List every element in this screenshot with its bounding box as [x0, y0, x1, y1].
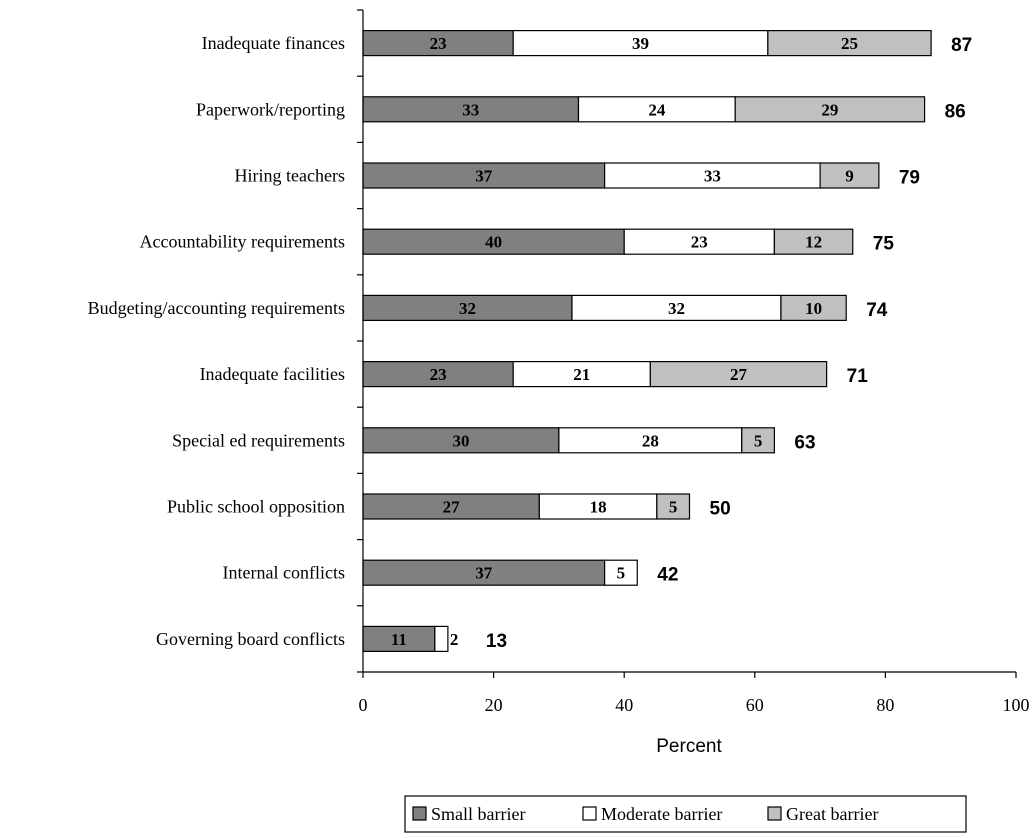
segment-value-label: 25: [841, 34, 858, 53]
bar-segment: [604, 162, 821, 189]
bar-segment: [538, 493, 658, 520]
total-value-label: 86: [945, 101, 966, 122]
bar-segment: [362, 294, 573, 321]
segment-value-label: 24: [648, 100, 666, 119]
segment-value-label: 9: [845, 167, 854, 186]
bar-segment: [767, 30, 932, 57]
total-value-label: 63: [794, 432, 815, 453]
bar-segment: [734, 96, 926, 123]
total-value-label: 87: [951, 35, 972, 56]
bar-segment: [434, 625, 449, 653]
total-value-label: 75: [873, 234, 895, 255]
segment-value-label: 21: [573, 365, 590, 384]
x-tick-label: 0: [359, 695, 368, 715]
legend-swatch: [412, 806, 427, 821]
segment-value-label: 5: [617, 564, 626, 583]
x-tick-label: 60: [746, 695, 764, 715]
total-value-label: 50: [710, 499, 731, 520]
legend-label: Moderate barrier: [601, 804, 722, 824]
bar-segment: [362, 559, 606, 586]
segment-value-label: 27: [443, 498, 461, 517]
total-value-label: 79: [899, 168, 920, 189]
bar-segment: [362, 162, 606, 189]
bar-segment: [362, 493, 540, 520]
category-label: Governing board conflicts: [156, 629, 345, 649]
legend-label: Great barrier: [786, 804, 878, 824]
x-tick-label: 80: [876, 695, 894, 715]
total-value-label: 13: [486, 631, 507, 652]
total-value-label: 71: [847, 366, 869, 387]
category-label: Hiring teachers: [235, 166, 345, 186]
x-axis-title: Percent: [656, 736, 722, 757]
segment-value-label: 32: [668, 299, 685, 318]
bar-segment: [656, 493, 691, 520]
bar-segment: [604, 559, 638, 586]
bar-segment: [577, 96, 736, 123]
bar-segment: [558, 427, 743, 454]
bar-segment: [362, 427, 560, 454]
bar-segment: [780, 294, 847, 321]
category-label: Paperwork/reporting: [196, 99, 345, 119]
category-label: Accountability requirements: [140, 232, 345, 252]
segment-value-label: 33: [704, 167, 721, 186]
bar-segment: [512, 361, 651, 388]
segment-value-label: 33: [462, 100, 479, 119]
category-label: Internal conflicts: [223, 563, 345, 583]
segment-value-label: 5: [669, 498, 678, 517]
segment-value-label: 40: [485, 233, 502, 252]
total-value-label: 74: [866, 300, 888, 321]
segment-value-label: 30: [452, 431, 469, 450]
category-label: Inadequate facilities: [200, 364, 345, 384]
segment-value-label: 32: [459, 299, 476, 318]
segment-value-label: 37: [475, 167, 493, 186]
bar-segment: [362, 228, 625, 255]
segment-value-label: 18: [590, 498, 607, 517]
segment-value-label: 12: [805, 233, 822, 252]
category-label: Special ed requirements: [172, 430, 345, 450]
segment-value-label: 37: [475, 564, 493, 583]
segment-value-label: 10: [805, 299, 822, 318]
bar-segment: [773, 228, 854, 255]
segment-value-label: 27: [730, 365, 748, 384]
legend-swatch: [582, 806, 597, 821]
legend-label: Small barrier: [431, 804, 525, 824]
segment-value-label: 11: [391, 630, 407, 649]
bar-segment: [741, 427, 775, 454]
plot-area: Inadequate finances 23 39 25 87Paperwork/rep…: [88, 9, 1030, 715]
segment-value-label: 23: [430, 34, 447, 53]
segment-value-label: 23: [691, 233, 708, 252]
category-label: Public school opposition: [167, 497, 345, 517]
segment-value-label: 29: [821, 100, 838, 119]
category-label: Budgeting/accounting requirements: [88, 298, 345, 318]
category-label: Inadequate finances: [202, 33, 345, 53]
x-tick-label: 20: [485, 695, 503, 715]
segment-value-label: 5: [754, 431, 763, 450]
x-tick-label: 100: [1003, 695, 1030, 715]
legend-box: [404, 795, 967, 833]
segment-value-label: 2: [450, 630, 459, 649]
segment-value-label: 28: [642, 431, 659, 450]
segment-value-label: 39: [632, 34, 649, 53]
bar-segment: [512, 30, 769, 57]
x-tick-label: 40: [615, 695, 633, 715]
total-value-label: 42: [657, 565, 678, 586]
bar-segment: [649, 361, 828, 388]
bar-segment: [571, 294, 782, 321]
bar-segment: [819, 162, 880, 189]
legend: Small barrier Moderate barrier Great barri…: [404, 795, 967, 833]
legend-swatch: [767, 806, 782, 821]
segment-value-label: 23: [430, 365, 447, 384]
